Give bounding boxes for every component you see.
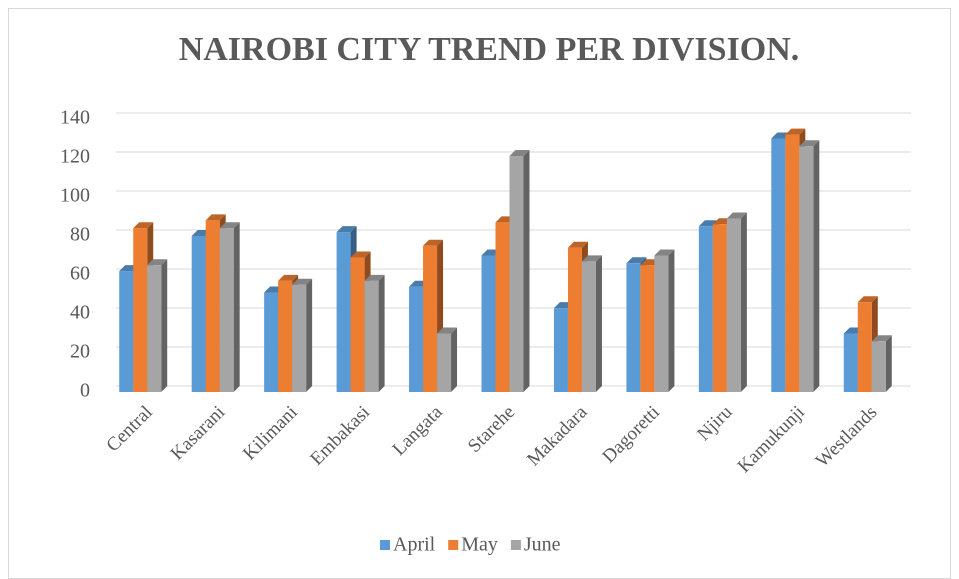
bar-front <box>278 280 293 392</box>
bar-front <box>698 226 713 392</box>
bar <box>581 255 602 392</box>
bar-top <box>133 222 154 229</box>
bar-front <box>409 286 424 392</box>
bar-front <box>133 228 148 392</box>
bar-top <box>278 274 299 281</box>
bar-front <box>336 232 351 392</box>
bar-front <box>567 247 582 392</box>
bar-side <box>306 278 313 392</box>
bar-front <box>843 333 858 392</box>
bar-front <box>799 146 814 392</box>
bar-front <box>364 280 379 392</box>
bar-front <box>553 308 568 392</box>
bar-top <box>423 239 444 246</box>
chart-title: NAIROBI CITY TREND PER DIVISION. <box>179 31 800 68</box>
bar-side <box>523 150 530 392</box>
bar-front <box>191 236 206 392</box>
bar <box>654 249 675 392</box>
bar <box>509 150 530 392</box>
bar-front <box>350 257 365 392</box>
bar-front <box>292 284 307 392</box>
bar-front <box>481 255 496 392</box>
bar-top <box>350 251 371 258</box>
bar-side <box>233 222 240 392</box>
bar-top <box>567 241 588 248</box>
bar-top <box>857 296 878 303</box>
y-tick-label: 0 <box>80 380 90 402</box>
bar <box>726 212 747 392</box>
y-tick-label: 140 <box>60 107 90 129</box>
y-tick-label: 100 <box>60 185 90 207</box>
bar-top <box>205 214 226 221</box>
bar-front <box>640 265 655 392</box>
y-tick-label: 80 <box>70 224 90 246</box>
bar-side <box>740 212 747 392</box>
y-tick-label: 20 <box>70 341 90 363</box>
bar <box>364 274 385 392</box>
bar-top <box>726 212 747 219</box>
bar-top <box>799 140 820 147</box>
legend-swatch <box>380 540 390 550</box>
bar-top <box>147 259 168 266</box>
bar-side <box>451 327 458 392</box>
bar-side <box>813 140 820 392</box>
bar-front <box>871 341 886 392</box>
bar-front <box>626 263 641 392</box>
bar-top <box>364 274 385 281</box>
bar-top <box>785 128 806 135</box>
bar-side <box>161 259 168 392</box>
bar-front <box>495 222 510 392</box>
bar-front <box>509 156 524 392</box>
bar-front <box>423 245 438 392</box>
bar-side <box>668 249 675 392</box>
bar-side <box>595 255 602 392</box>
legend-swatch <box>510 540 521 550</box>
bar-front <box>264 292 279 392</box>
bar-side <box>885 335 892 392</box>
bar-front <box>205 220 220 392</box>
bar-front <box>771 138 786 392</box>
bar-front <box>581 261 596 392</box>
legend-label: April <box>393 534 436 556</box>
bar-front <box>219 228 234 392</box>
bar-front <box>726 218 741 392</box>
bar <box>219 222 240 392</box>
bar-top <box>626 257 647 264</box>
bar <box>437 327 458 392</box>
bar <box>871 335 892 392</box>
bar-top <box>219 222 240 229</box>
bar-front <box>712 224 727 392</box>
bar-side <box>378 274 385 392</box>
bar-top <box>654 249 675 256</box>
bar <box>799 140 820 392</box>
legend-label: May <box>461 534 498 556</box>
bar-front <box>654 255 669 392</box>
y-tick-label: 60 <box>70 263 90 285</box>
bar-top <box>437 327 458 334</box>
bar-top <box>336 226 357 233</box>
bar-front <box>857 302 872 392</box>
bar-top <box>581 255 602 262</box>
bar-top <box>292 278 313 285</box>
bar-front <box>147 265 162 392</box>
bar-front <box>437 333 452 392</box>
bar <box>147 259 168 392</box>
y-tick-label: 40 <box>70 302 90 324</box>
bar-front <box>119 271 134 392</box>
bar-front <box>785 134 800 392</box>
bar <box>292 278 313 392</box>
bar-top <box>509 150 530 157</box>
legend-swatch <box>448 540 459 550</box>
legend-label: June <box>524 534 561 556</box>
bar-top <box>871 335 892 342</box>
y-tick-label: 120 <box>60 146 90 168</box>
